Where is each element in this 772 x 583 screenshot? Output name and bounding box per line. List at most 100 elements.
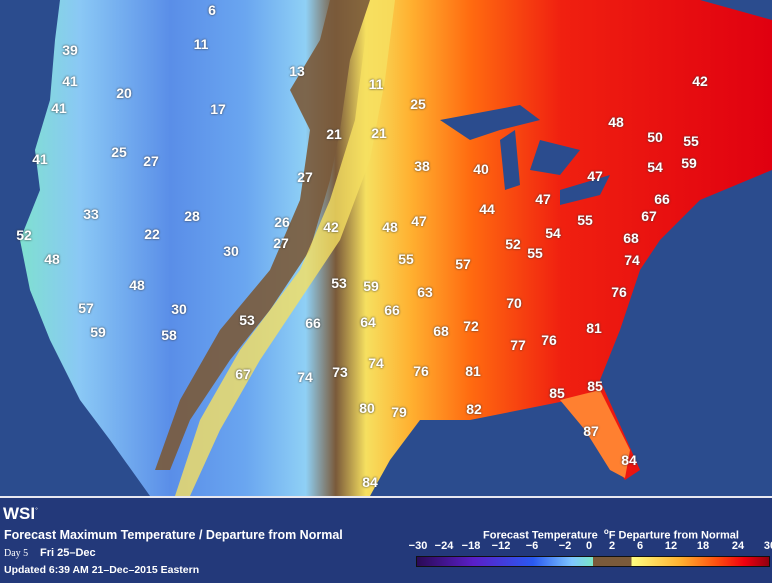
temperature-label: 80 <box>359 400 375 416</box>
temperature-label: 47 <box>587 168 603 184</box>
temperature-label: 66 <box>654 191 670 207</box>
temperature-label: 54 <box>647 159 663 175</box>
temperature-label: 48 <box>129 277 145 293</box>
legend-tick: 30 <box>763 540 772 552</box>
temperature-label: 30 <box>171 301 187 317</box>
temperature-label: 11 <box>368 76 384 92</box>
temperature-label: 74 <box>368 355 384 371</box>
temperature-label: 55 <box>683 133 699 149</box>
wsi-logo: WSI° <box>3 504 38 523</box>
temperature-label: 74 <box>624 252 640 268</box>
temperature-label: 22 <box>144 226 160 242</box>
normal-band <box>155 0 370 470</box>
temperature-label: 55 <box>398 251 414 267</box>
map-title: Forecast Maximum Temperature / Departure… <box>4 528 343 542</box>
temperature-label: 21 <box>371 125 387 141</box>
temperature-label: 42 <box>323 219 339 235</box>
temperature-label: 41 <box>62 73 78 89</box>
temperature-label: 63 <box>417 284 433 300</box>
temperature-label: 25 <box>111 144 127 160</box>
temperature-label: 33 <box>83 206 99 222</box>
temperature-label: 48 <box>382 219 398 235</box>
temperature-label: 77 <box>510 337 526 353</box>
temperature-label: 68 <box>433 323 449 339</box>
temperature-label: 74 <box>297 369 313 385</box>
legend-tick: −24 <box>434 540 454 552</box>
temperature-label: 40 <box>473 161 489 177</box>
temperature-label: 20 <box>116 85 132 101</box>
legend-tick: 24 <box>731 540 745 552</box>
temperature-label: 57 <box>455 256 471 272</box>
footer-panel: WSI° Forecast Maximum Temperature / Depa… <box>0 496 772 583</box>
temperature-label: 66 <box>305 315 321 331</box>
temperature-label: 67 <box>235 366 251 382</box>
temperature-label: 53 <box>331 275 347 291</box>
temperature-label: 52 <box>16 227 32 243</box>
temperature-label: 47 <box>535 191 551 207</box>
legend-tick: −12 <box>491 540 511 552</box>
legend-tick: 0 <box>585 540 593 552</box>
temperature-label: 28 <box>184 208 200 224</box>
temperature-label: 27 <box>297 169 313 185</box>
temperature-label: 57 <box>78 300 94 316</box>
legend-tick: 2 <box>608 540 616 552</box>
temperature-label: 68 <box>623 230 639 246</box>
temperature-label: 67 <box>641 208 657 224</box>
temperature-label: 70 <box>506 295 522 311</box>
temperature-label: 87 <box>583 423 599 439</box>
forecast-day: Day 5 <box>4 548 29 559</box>
legend-tick: −6 <box>525 540 539 552</box>
updated-time: Updated 6:39 AM 21–Dec–2015 Eastern <box>4 564 200 576</box>
temperature-label: 79 <box>391 404 407 420</box>
temperature-label: 25 <box>410 96 426 112</box>
temperature-label: 84 <box>362 474 378 490</box>
temperature-label: 42 <box>692 73 708 89</box>
temperature-label: 17 <box>210 101 226 117</box>
temperature-label: 54 <box>545 225 561 241</box>
temperature-label: 72 <box>463 318 479 334</box>
temperature-label: 30 <box>223 243 239 259</box>
florida <box>560 390 630 478</box>
legend-tick: 12 <box>664 540 678 552</box>
legend-ticks: −30 −24 −18 −12 −6 −2 0 2 6 12 18 24 30 <box>409 540 772 552</box>
temperature-label: 48 <box>608 114 624 130</box>
temperature-label: 59 <box>363 278 379 294</box>
temperature-label: 76 <box>611 284 627 300</box>
temperature-label: 26 <box>274 214 290 230</box>
temperature-label: 81 <box>465 363 481 379</box>
legend-color-bar <box>416 556 770 567</box>
temperature-label: 76 <box>413 363 429 379</box>
legend-tick: −2 <box>558 540 572 552</box>
temperature-label: 11 <box>193 36 209 52</box>
temperature-label: 27 <box>273 235 289 251</box>
forecast-date: Fri 25–Dec <box>40 547 96 559</box>
temperature-map <box>0 0 772 496</box>
temperature-label: 84 <box>621 452 637 468</box>
temperature-label: 13 <box>289 63 305 79</box>
temperature-label: 52 <box>505 236 521 252</box>
temperature-label: 58 <box>161 327 177 343</box>
temperature-label: 53 <box>239 312 255 328</box>
temperature-label: 21 <box>326 126 342 142</box>
temperature-label: 41 <box>32 151 48 167</box>
legend-tick: −30 <box>408 540 428 552</box>
temperature-label: 85 <box>549 385 565 401</box>
temperature-label: 82 <box>466 401 482 417</box>
temperature-label: 59 <box>90 324 106 340</box>
temperature-label: 47 <box>411 213 427 229</box>
temperature-label: 6 <box>208 2 216 18</box>
warm-band <box>175 0 395 496</box>
temperature-label: 41 <box>51 100 67 116</box>
temperature-label: 85 <box>587 378 603 394</box>
temperature-label: 48 <box>44 251 60 267</box>
legend-tick: 6 <box>636 540 644 552</box>
temperature-label: 27 <box>143 153 159 169</box>
temperature-label: 76 <box>541 332 557 348</box>
great-lakes <box>440 105 610 205</box>
temperature-label: 66 <box>384 302 400 318</box>
legend-title: Forecast Temperature oF Departure from N… <box>483 527 739 542</box>
legend-tick: −18 <box>461 540 481 552</box>
legend-tick: 18 <box>696 540 710 552</box>
temperature-label: 39 <box>62 42 78 58</box>
temperature-label: 44 <box>479 201 495 217</box>
